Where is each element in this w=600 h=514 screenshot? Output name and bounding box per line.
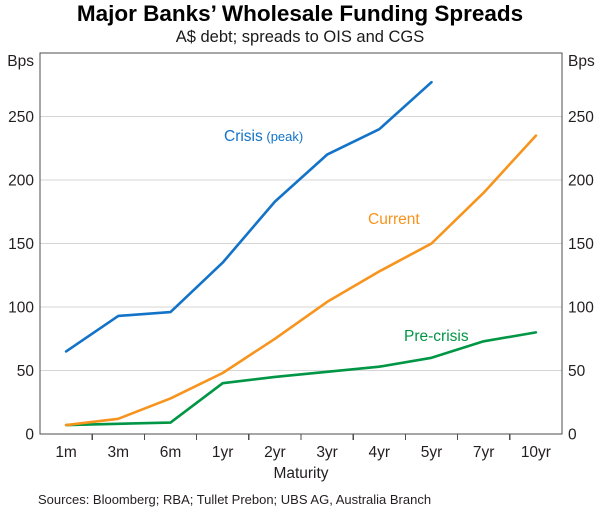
y-tick-label-right: 50 xyxy=(568,363,586,380)
sources-note: Sources: Bloomberg; RBA; Tullet Prebon; … xyxy=(38,492,432,507)
x-tick-label: 5yr xyxy=(421,444,443,461)
x-axis-title: Maturity xyxy=(273,465,328,482)
series-line-current xyxy=(64,134,538,427)
y-tick-label-left: 100 xyxy=(8,300,34,317)
y-tick-label-left: 200 xyxy=(8,173,34,190)
y-tick-label-right: 150 xyxy=(568,236,594,253)
x-tick-label: 10yr xyxy=(521,444,551,461)
x-tick-label: 1yr xyxy=(212,444,234,461)
x-tick-label: 3m xyxy=(108,444,130,461)
series-label-current: Current xyxy=(368,211,420,228)
y-tick-label-left: 50 xyxy=(17,363,35,380)
y-tick-label-right: 0 xyxy=(568,427,577,444)
y-tick-label-left: 150 xyxy=(8,236,34,253)
x-tick-label: 2yr xyxy=(264,444,286,461)
x-tick-label: 7yr xyxy=(473,444,495,461)
x-tick-label: 1m xyxy=(55,444,77,461)
y-tick-label-left: 250 xyxy=(8,109,34,126)
x-tick-label: 4yr xyxy=(369,444,391,461)
series-label-crisis-peak-: Crisis (peak) xyxy=(224,128,303,145)
y-tick-label-right: 100 xyxy=(568,300,594,317)
chart-title: Major Banks’ Wholesale Funding Spreads xyxy=(76,1,524,26)
y-tick-label-right: 250 xyxy=(568,109,594,126)
y-axis-unit-left: Bps xyxy=(7,53,34,70)
y-tick-label-right: 200 xyxy=(568,173,594,190)
y-tick-label-left: 0 xyxy=(25,427,34,444)
y-axis-unit-right: Bps xyxy=(568,53,595,70)
chart-subtitle: A$ debt; spreads to OIS and CGS xyxy=(175,28,425,46)
series-line-pre-crisis xyxy=(64,331,538,427)
series-label-pre-crisis: Pre-crisis xyxy=(404,328,469,345)
x-tick-label: 3yr xyxy=(316,444,338,461)
series-line-crisis-peak- xyxy=(64,80,433,353)
x-tick-label: 6m xyxy=(160,444,182,461)
